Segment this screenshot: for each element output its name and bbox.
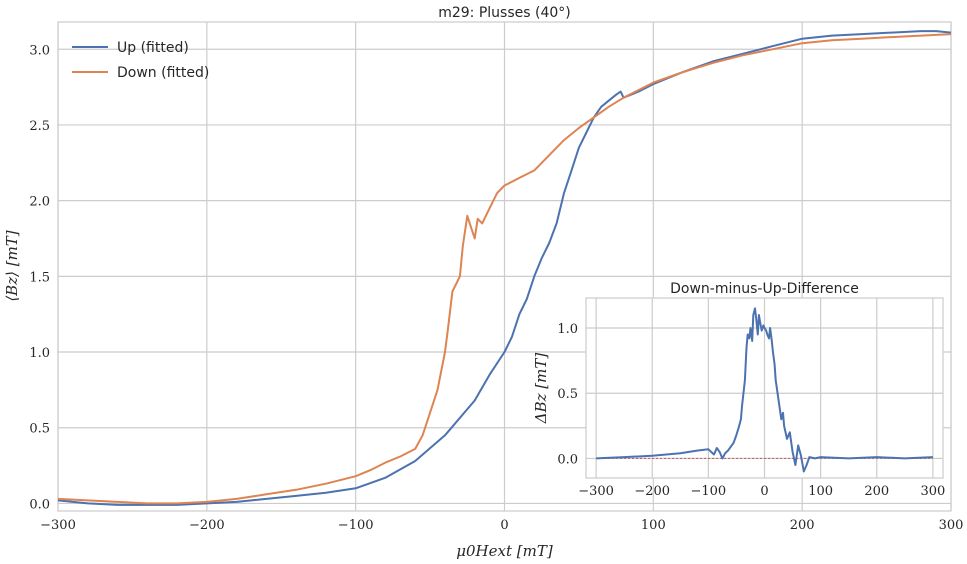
main-x-tick-label: 200 <box>790 518 815 533</box>
inset-y-tick-label: 0.5 <box>557 387 578 402</box>
main-y-tick-label: 1.5 <box>29 270 50 285</box>
inset-y-tick-label: 1.0 <box>557 322 578 337</box>
main-tick-labels: −300 −200 −100 0 100 200 300 0.0 0.5 1.0 1.5 2.0 2.5… <box>29 43 963 533</box>
inset-y-tick-label: 0.0 <box>557 452 578 467</box>
main-series-line-0 <box>57 30 952 506</box>
inset-x-tick-label: 300 <box>920 484 945 499</box>
main-y-tick-label: 3.0 <box>29 43 50 58</box>
main-x-tick-label: 0 <box>500 518 508 533</box>
main-x-axis-label: μ0Hext [mT] <box>456 542 553 560</box>
inset-x-tick-label: −200 <box>634 484 670 499</box>
inset-x-tick-label: −100 <box>691 484 727 499</box>
legend-label-up: Up (fitted) <box>117 40 189 56</box>
inset-x-tick-label: 100 <box>808 484 833 499</box>
legend-label-down: Down (fitted) <box>117 65 209 81</box>
inset-y-axis-label: ΔBz [mT] <box>532 353 550 425</box>
main-y-tick-label: 1.0 <box>29 346 50 361</box>
inset-series-lines <box>596 307 933 473</box>
main-grid <box>57 22 952 511</box>
inset-series-line-0 <box>596 307 933 473</box>
main-x-tick-label: −300 <box>40 518 76 533</box>
main-y-tick-label: 2.5 <box>29 119 50 134</box>
main-x-tick-label: −100 <box>338 518 374 533</box>
legend: Up (fitted) Down (fitted) <box>72 40 209 81</box>
main-x-tick-label: 300 <box>939 518 964 533</box>
main-series-line-1 <box>57 33 952 505</box>
inset-chart-title: Down-minus-Up-Difference <box>670 281 859 297</box>
main-series-lines <box>57 30 952 506</box>
inset-x-tick-label: −300 <box>578 484 614 499</box>
main-x-tick-label: −200 <box>189 518 225 533</box>
main-y-tick-label: 0.0 <box>29 497 50 512</box>
main-x-tick-label: 100 <box>641 518 666 533</box>
inset-x-tick-label: 200 <box>864 484 889 499</box>
inset-plot: −300 −200 −100 0 100 200 300 0.0 0.5 1.0 Down-min… <box>532 281 945 499</box>
inset-x-tick-label: 0 <box>760 484 768 499</box>
inset-tick-labels: −300 −200 −100 0 100 200 300 0.0 0.5 1.0 <box>557 322 945 499</box>
main-chart-title: m29: Plusses (40°) <box>438 5 571 21</box>
main-y-axis-label: ⟨Bz⟩ [mT] <box>3 230 21 301</box>
main-y-tick-label: 2.0 <box>29 195 50 210</box>
main-y-tick-label: 0.5 <box>29 422 50 437</box>
